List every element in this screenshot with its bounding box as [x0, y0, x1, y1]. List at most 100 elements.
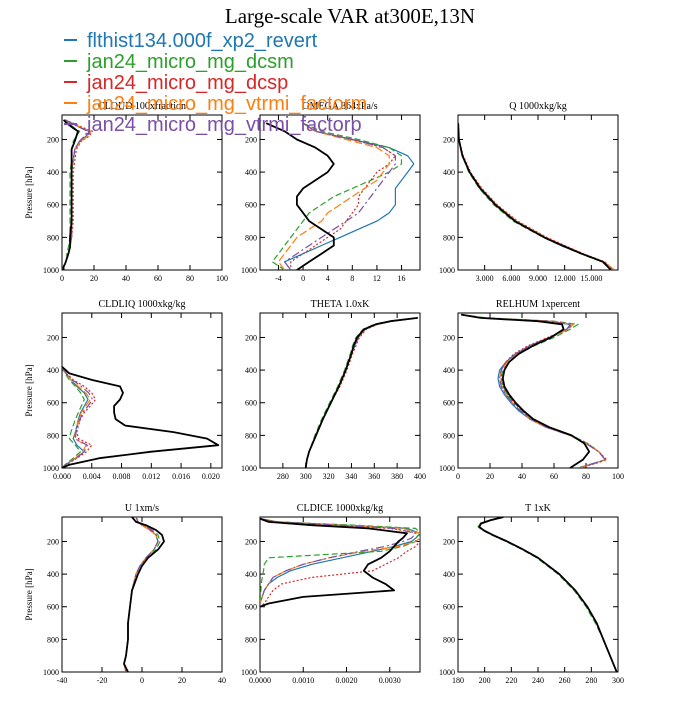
series-line [123, 517, 161, 672]
x-tick-label: 40 [518, 472, 526, 481]
x-tick-label: 300 [300, 472, 312, 481]
y-axis-label: Pressure [hPa] [24, 568, 34, 620]
x-tick-label: 0.004 [83, 472, 101, 481]
legend-label: flthist134.000f_xp2_revert [87, 30, 318, 52]
y-tick-label: 600 [47, 603, 59, 612]
y-tick-label: 1000 [439, 266, 455, 275]
x-tick-label: 60 [154, 274, 162, 283]
series-line [123, 517, 159, 672]
y-tick-label: 1000 [241, 464, 257, 473]
series-line [62, 119, 92, 270]
series-group [260, 517, 420, 608]
series-line [478, 517, 618, 672]
y-tick-label: 600 [245, 201, 257, 210]
series-group [461, 313, 608, 468]
legend-label: jan24_micro_mg_dcsm [87, 51, 294, 73]
series-line [458, 123, 612, 270]
y-tick-label: 200 [245, 333, 257, 342]
x-tick-label: 0.016 [172, 472, 190, 481]
x-tick-label: 16 [398, 274, 406, 283]
x-tick-label: 40 [218, 676, 226, 685]
x-tick-label: 340 [345, 472, 357, 481]
y-axis-label: Pressure [hPa] [24, 166, 34, 218]
legend-item: jan24_micro_mg_vtrmi_factorp [64, 115, 367, 136]
series-line [458, 123, 615, 270]
legend-swatch [64, 101, 77, 104]
panel-title: OMEGA 864xPa/s [302, 101, 377, 112]
x-tick-label: 280 [277, 472, 289, 481]
series-group [458, 123, 615, 270]
y-tick-label: 600 [47, 201, 59, 210]
legend: flthist134.000f_xp2_revert jan24_micro_m… [64, 31, 367, 136]
x-tick-label: 220 [505, 676, 517, 685]
x-tick-label: 20 [178, 676, 186, 685]
panel: OMEGA 864xPa/s 200 400 600 800 1000 -4 0 4 8 12 16 [241, 101, 421, 283]
x-tick-label: -40 [57, 676, 68, 685]
y-tick-label: 800 [245, 233, 257, 242]
x-tick-label: 360 [368, 472, 380, 481]
x-tick-label: -4 [275, 274, 282, 283]
series-line [305, 317, 418, 468]
x-tick-label: 60 [550, 472, 558, 481]
series-line [271, 122, 403, 270]
x-tick-label: 9.000 [529, 274, 547, 283]
series-line [477, 517, 618, 672]
y-tick-label: 800 [443, 233, 455, 242]
x-tick-label: 80 [582, 472, 590, 481]
series-line [62, 366, 91, 468]
x-tick-label: 0.0010 [292, 676, 314, 685]
series-line [478, 517, 618, 672]
series-line [123, 517, 159, 672]
series-line [304, 317, 418, 468]
series-group [477, 517, 618, 672]
y-tick-label: 600 [245, 399, 257, 408]
legend-item: flthist134.000f_xp2_revert [64, 31, 367, 52]
series-line [265, 122, 335, 270]
legend-swatch [64, 59, 77, 62]
x-tick-label: 20 [486, 472, 494, 481]
series-line [478, 517, 618, 672]
y-tick-label: 400 [443, 168, 455, 177]
y-tick-label: 600 [443, 201, 455, 210]
series-line [461, 314, 606, 468]
series-line [305, 317, 418, 468]
y-tick-label: 1000 [439, 668, 455, 677]
y-tick-label: 800 [47, 635, 59, 644]
x-tick-label: 0.0030 [379, 676, 401, 685]
series-line [284, 122, 396, 270]
series-line [305, 317, 418, 468]
y-tick-label: 800 [47, 233, 59, 242]
y-tick-label: 1000 [43, 266, 59, 275]
series-line [62, 366, 220, 468]
y-tick-label: 1000 [241, 668, 257, 677]
plot-frame [259, 114, 421, 271]
panel-title: U 1xm/s [125, 503, 159, 514]
series-line [284, 122, 415, 270]
y-tick-label: 1000 [43, 668, 59, 677]
x-tick-label: 0.020 [202, 472, 220, 481]
series-line [260, 517, 408, 608]
panel: Q 1000xkg/kg 200 400 600 800 1000 3.000 6.000 9.… [439, 101, 619, 283]
x-tick-label: 380 [391, 472, 403, 481]
x-tick-label: 0 [301, 274, 305, 283]
y-tick-label: 800 [443, 431, 455, 440]
plot-frame [259, 516, 421, 673]
series-line [461, 314, 606, 468]
legend-label: jan24_micro_mg_dcsp [87, 72, 289, 94]
y-tick-label: 200 [47, 537, 59, 546]
panel: THETA 1.0xK 200 400 600 800 1000 280 300 320 340 3… [241, 299, 426, 481]
legend-item: jan24_micro_mg_dcsm [64, 52, 367, 73]
series-group [265, 122, 415, 270]
series-line [458, 123, 615, 270]
plot-frame [61, 516, 223, 673]
panel-title: CLOUD 100xfraction [98, 101, 186, 112]
x-tick-label: 100 [612, 472, 624, 481]
series-line [260, 518, 417, 607]
legend-item: jan24_micro_mg_dcsp [64, 73, 367, 94]
y-tick-label: 400 [47, 168, 59, 177]
